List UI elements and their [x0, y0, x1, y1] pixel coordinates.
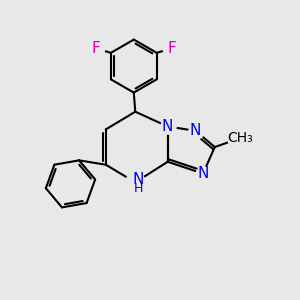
Text: N: N	[190, 123, 201, 138]
Text: CH₃: CH₃	[227, 131, 253, 145]
Text: N: N	[133, 172, 144, 187]
Text: H: H	[134, 182, 143, 195]
Text: N: N	[162, 119, 173, 134]
Text: F: F	[167, 41, 176, 56]
Text: F: F	[92, 41, 100, 56]
Text: N: N	[197, 166, 209, 181]
